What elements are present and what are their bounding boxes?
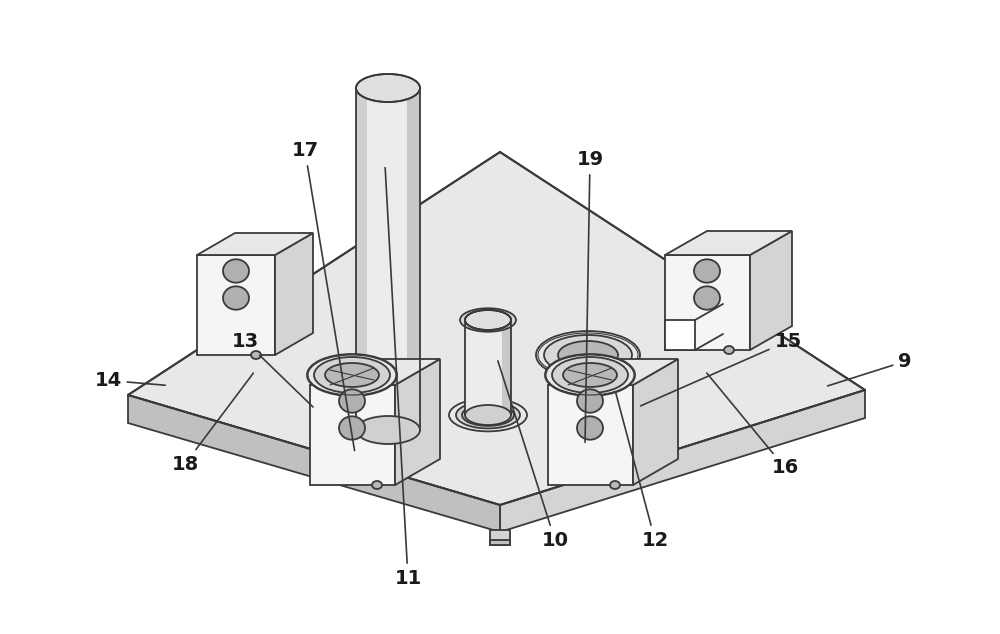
Ellipse shape <box>460 308 516 332</box>
Ellipse shape <box>724 346 734 354</box>
Polygon shape <box>407 88 420 430</box>
Text: 16: 16 <box>707 373 799 477</box>
Polygon shape <box>275 233 313 355</box>
Text: 11: 11 <box>385 167 422 588</box>
Polygon shape <box>465 320 511 415</box>
Ellipse shape <box>465 310 511 330</box>
Ellipse shape <box>339 389 365 413</box>
Ellipse shape <box>610 481 620 489</box>
Polygon shape <box>197 233 313 255</box>
Polygon shape <box>548 359 678 385</box>
Ellipse shape <box>223 287 249 309</box>
Ellipse shape <box>558 341 618 369</box>
Polygon shape <box>665 231 792 255</box>
Polygon shape <box>665 255 750 350</box>
Ellipse shape <box>339 417 365 440</box>
Polygon shape <box>356 88 367 430</box>
Ellipse shape <box>372 481 382 489</box>
Text: 14: 14 <box>94 371 165 390</box>
Ellipse shape <box>325 363 379 387</box>
Polygon shape <box>490 530 510 545</box>
Polygon shape <box>750 231 792 350</box>
Ellipse shape <box>356 74 420 102</box>
Text: 9: 9 <box>828 352 912 386</box>
Polygon shape <box>310 359 440 385</box>
Ellipse shape <box>338 409 438 451</box>
Ellipse shape <box>314 357 390 393</box>
Ellipse shape <box>577 389 603 413</box>
Text: 10: 10 <box>498 361 568 550</box>
Ellipse shape <box>694 259 720 283</box>
Ellipse shape <box>577 417 603 440</box>
Ellipse shape <box>307 354 397 396</box>
Text: 13: 13 <box>231 332 313 407</box>
Text: 19: 19 <box>576 150 604 443</box>
Ellipse shape <box>223 259 249 283</box>
Polygon shape <box>128 152 865 505</box>
Polygon shape <box>633 359 678 485</box>
Text: 12: 12 <box>616 392 669 550</box>
Ellipse shape <box>449 399 527 431</box>
Text: 17: 17 <box>291 141 355 451</box>
Polygon shape <box>490 540 510 545</box>
Ellipse shape <box>465 405 511 425</box>
Polygon shape <box>197 255 275 355</box>
Ellipse shape <box>545 354 635 396</box>
Ellipse shape <box>552 357 628 393</box>
Text: 15: 15 <box>641 332 802 406</box>
Polygon shape <box>665 320 695 350</box>
Polygon shape <box>128 395 500 532</box>
Ellipse shape <box>356 416 420 444</box>
Ellipse shape <box>462 404 514 426</box>
Polygon shape <box>500 390 865 532</box>
Polygon shape <box>502 320 511 415</box>
Polygon shape <box>310 385 395 485</box>
Ellipse shape <box>563 363 617 387</box>
Ellipse shape <box>456 401 520 429</box>
Ellipse shape <box>544 335 632 375</box>
Polygon shape <box>356 88 420 430</box>
Ellipse shape <box>694 287 720 309</box>
Ellipse shape <box>346 412 430 448</box>
Ellipse shape <box>465 310 511 330</box>
Text: 18: 18 <box>171 373 253 474</box>
Ellipse shape <box>536 331 640 379</box>
Ellipse shape <box>352 415 424 445</box>
Polygon shape <box>395 359 440 485</box>
Polygon shape <box>548 385 633 485</box>
Ellipse shape <box>251 351 261 359</box>
